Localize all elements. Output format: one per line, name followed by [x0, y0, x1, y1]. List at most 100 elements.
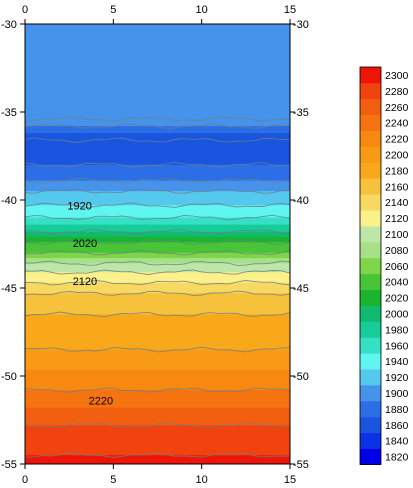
colorbar-tick-label: 2020 [385, 293, 409, 305]
contour-line [25, 311, 290, 318]
contour-line [25, 346, 290, 353]
y-tick-label-right: -45 [293, 283, 309, 295]
colorbar-swatch [360, 337, 381, 354]
colorbar-tick-label: 1840 [385, 436, 409, 448]
color-bands [25, 24, 290, 464]
y-tick-label-left: -35 [1, 107, 17, 119]
color-band [25, 293, 290, 315]
color-band [25, 272, 290, 284]
color-band [25, 24, 290, 120]
x-tick-label-top: 15 [284, 4, 296, 16]
colorbar-swatch [360, 98, 381, 116]
colorbar-swatch [360, 257, 381, 275]
color-band [25, 263, 290, 273]
y-tick-label-left: -40 [1, 195, 17, 207]
colorbar-swatch [360, 369, 381, 386]
colorbar-tick-label: 2280 [385, 86, 409, 98]
color-band [25, 224, 290, 233]
colorbar-swatch [360, 67, 381, 84]
axis-ticks: 0 0 5 5 10 10 15 15 -30 -30 -35 -35 -40 -40 -45 -45 -50 -… [1, 4, 309, 486]
colorbar-tick-label: 1960 [385, 340, 409, 352]
contour-line [25, 260, 290, 266]
colorbar-swatch [360, 289, 381, 306]
colorbar-swatch [360, 273, 381, 290]
contour-line [25, 116, 290, 122]
colorbar-swatch [360, 305, 381, 322]
contour-line [25, 239, 290, 245]
colorbar-swatch [360, 146, 381, 163]
colorbar-tick-label: 1980 [385, 324, 409, 336]
colorbar-tick-label: 1880 [385, 404, 409, 416]
colorbar-tick-label: 1920 [385, 372, 409, 384]
colorbar-tick-label: 2140 [385, 197, 409, 209]
colorbar-tick-label: 2040 [385, 277, 409, 289]
y-tick-label-right: -35 [293, 107, 309, 119]
contour-line [25, 137, 290, 143]
color-band [25, 390, 290, 409]
contour-line [25, 178, 290, 184]
x-tick-label-top: 0 [22, 4, 28, 16]
colorbar-tick-label: 2220 [385, 134, 409, 146]
contour-line [25, 290, 290, 296]
colorbar-tick-label: 2120 [385, 213, 409, 225]
y-tick-label-left: -30 [1, 19, 17, 31]
color-band [25, 231, 290, 238]
colorbar-swatch [360, 416, 381, 434]
y-tick-label-right: -40 [293, 195, 309, 207]
y-tick-label-left: -50 [1, 371, 17, 383]
color-band [25, 314, 290, 351]
color-band [25, 369, 290, 391]
color-band [25, 349, 290, 371]
colorbar-swatch [360, 226, 381, 243]
colorbar-swatch [360, 385, 381, 402]
colorbar-swatch [360, 241, 381, 259]
contour-line [25, 280, 290, 286]
color-band [25, 258, 290, 264]
color-band [25, 205, 290, 219]
colorbar-tick-label: 2060 [385, 261, 409, 273]
colorbar-tick-label: 2180 [385, 165, 409, 177]
color-band [25, 164, 290, 182]
color-band [25, 119, 290, 127]
colorbar-tick-label: 2000 [385, 308, 409, 320]
color-band [25, 180, 290, 192]
color-band [25, 455, 290, 464]
contour-value-label: 2120 [73, 276, 97, 288]
contour-value-label: 1920 [67, 200, 91, 212]
color-band [25, 133, 290, 141]
contour-line [25, 202, 290, 209]
x-tick-label-top: 5 [110, 4, 116, 16]
contour-value-label: 2020 [73, 238, 97, 250]
colorbar-tick-label: 2240 [385, 118, 409, 130]
color-band [25, 217, 290, 226]
color-band [25, 425, 290, 456]
x-tick-label-bottom: 0 [22, 474, 28, 486]
color-band [25, 126, 290, 134]
colorbar-swatch [360, 432, 381, 449]
contour-line [25, 387, 290, 393]
x-tick-label-bottom: 10 [196, 474, 208, 486]
y-tick-label-right: -55 [293, 459, 309, 471]
colorbar-tick-label: 2200 [385, 149, 409, 161]
contour-line [25, 422, 290, 428]
contour-line [25, 228, 290, 235]
colorbar-swatch [360, 82, 381, 100]
color-band [25, 140, 290, 166]
colorbar-tick-label: 1820 [385, 452, 409, 464]
colorbar-swatch [360, 162, 381, 179]
contour-line [25, 188, 290, 194]
color-band [25, 191, 290, 206]
y-tick-label-left: -45 [1, 283, 17, 295]
contour-line [25, 123, 290, 129]
color-band [25, 236, 290, 243]
colorbar-tick-label: 2160 [385, 181, 409, 193]
contour-line [25, 161, 290, 168]
contour-line [25, 214, 290, 221]
colorbar-frame [359, 66, 382, 465]
colorbar-tick-label: 2100 [385, 229, 409, 241]
contour-line [25, 269, 290, 275]
colorbar: 1820 1840 1860 1880 1900 1920 1940 1960 1980 2000… [359, 66, 409, 465]
color-band [25, 242, 290, 254]
colorbar-swatch [360, 194, 381, 211]
plot-frame [24, 23, 291, 465]
